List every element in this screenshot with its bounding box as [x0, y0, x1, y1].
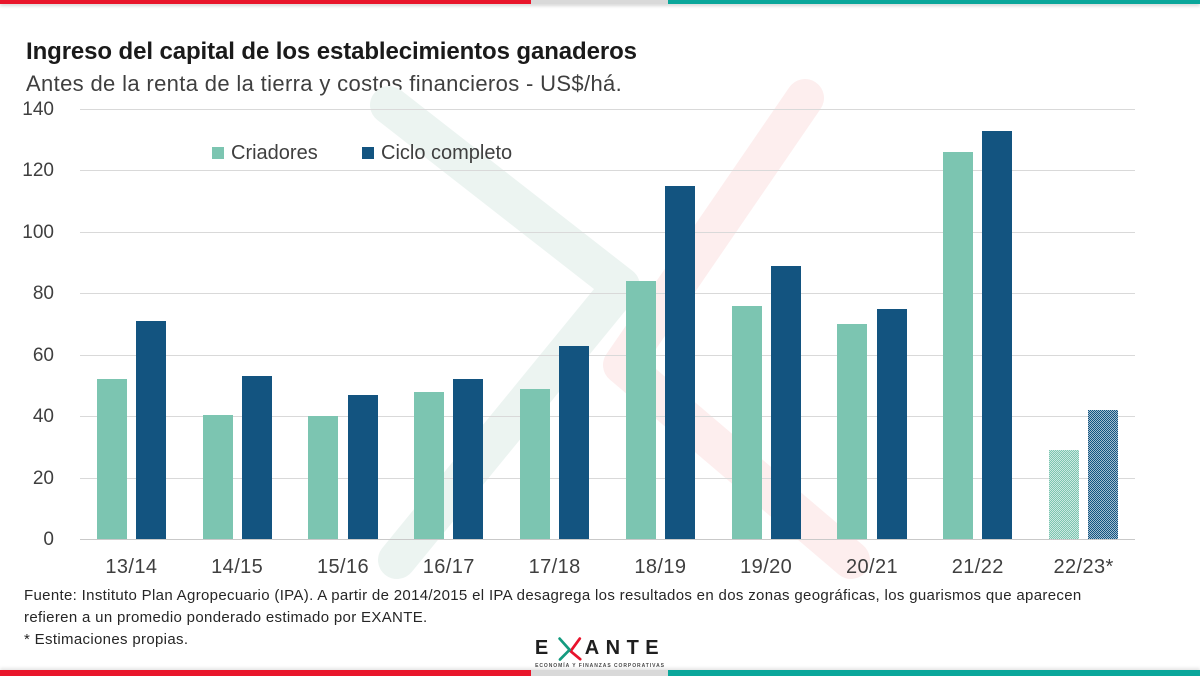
ciclo-completo-swatch-icon [362, 147, 374, 159]
source-note-line-2: refieren a un promedio ponderado estimad… [24, 609, 428, 626]
gridline-80 [80, 293, 1135, 294]
y-tick-label-80: 80 [32, 283, 54, 304]
legend-label-ciclo-completo: Ciclo completo [381, 141, 513, 164]
legend-item-criadores: Criadores [212, 141, 318, 165]
bar-ciclo-completo-19-20 [770, 265, 801, 539]
gridline-0 [80, 539, 1135, 540]
logo-tagline: ECONOMÍA Y FINANZAS CORPORATIVAS [535, 663, 665, 669]
bar-ciclo-completo-20-21 [876, 308, 907, 539]
bar-criadores-19-20 [731, 305, 762, 539]
y-tick-label-140: 140 [22, 99, 54, 120]
brand-bar-segment-teal [668, 670, 1200, 676]
x-tick-label-16-17: 16/17 [422, 556, 475, 578]
bar-criadores-14-15 [202, 414, 233, 539]
y-tick-label-120: 120 [22, 160, 54, 181]
x-tick-label-15-16: 15/16 [316, 556, 370, 578]
x-tick-label-18-19: 18/19 [634, 556, 687, 578]
bar-ciclo-completo-17-18 [559, 345, 590, 539]
x-tick-label-22-23: 22/23* [1053, 556, 1114, 578]
y-tick-label-40: 40 [32, 406, 54, 427]
bottom-brand-bar [0, 670, 1200, 676]
gridline-140 [80, 109, 1135, 110]
bar-ciclo-completo-16-17 [453, 379, 484, 539]
bar-ciclo-completo-22-23 [1088, 410, 1119, 539]
bar-ciclo-completo-21-22 [982, 130, 1013, 539]
gridline-40 [80, 416, 1135, 417]
bar-criadores-13-14 [96, 379, 127, 539]
brand-bar-segment-red [0, 0, 531, 4]
exante-logo-word: E ANTE [534, 636, 666, 661]
logo-x-green-stroke [557, 636, 571, 661]
bar-ciclo-completo-13-14 [136, 320, 166, 539]
source-note: Fuente: Instituto Plan Agropecuario (IPA… [24, 585, 1082, 651]
bar-criadores-20-21 [837, 324, 868, 539]
bar-criadores-15-16 [308, 416, 339, 539]
y-tick-label-0: 0 [43, 529, 54, 550]
bar-ciclo-completo-18-19 [665, 185, 695, 539]
y-tick-label-60: 60 [32, 345, 54, 366]
exante-x-icon [557, 636, 582, 661]
gridline-20 [80, 478, 1135, 479]
source-note-line-1: Fuente: Instituto Plan Agropecuario (IPA… [24, 587, 1082, 604]
chart-subtitle: Antes de la renta de la tierra y costos … [26, 71, 623, 96]
brand-bar-segment-gray [531, 670, 668, 676]
asterisk-note: * Estimaciones propias. [24, 631, 189, 648]
bar-criadores-16-17 [414, 391, 445, 539]
gridline-100 [80, 232, 1135, 233]
logo-x-red-stroke [568, 636, 582, 661]
x-tick-label-21-22: 21/22 [951, 556, 1004, 578]
bar-criadores-21-22 [943, 152, 974, 539]
gridline-120 [80, 170, 1135, 171]
x-tick-label-19-20: 19/20 [740, 556, 793, 578]
bar-ciclo-completo-14-15 [241, 376, 272, 539]
brand-bar-segment-gray [531, 0, 668, 4]
logo-letters-ante: ANTE [584, 637, 666, 659]
legend: Criadores Ciclo completo [0, 141, 1200, 165]
chart-title: Ingreso del capital de los establecimien… [26, 38, 637, 65]
gridline-60 [80, 355, 1135, 356]
bar-criadores-18-19 [625, 281, 656, 539]
criadores-swatch-icon [212, 147, 224, 159]
exante-logo: E ANTE ECONOMÍA Y FINANZAS CORPORATIVAS [0, 636, 1200, 669]
legend-item-ciclo-completo: Ciclo completo [362, 141, 512, 165]
x-tick-label-13-14: 13/14 [105, 556, 158, 578]
brand-bar-segment-teal [668, 0, 1200, 4]
x-tick-label-14-15: 14/15 [211, 556, 264, 578]
top-brand-bar [0, 0, 1200, 4]
logo-letter-e: E [534, 637, 555, 659]
x-tick-label-20-21: 20/21 [845, 556, 899, 578]
bar-criadores-17-18 [520, 388, 550, 539]
bar-ciclo-completo-15-16 [347, 394, 378, 539]
x-tick-label-17-18: 17/18 [528, 556, 581, 578]
y-tick-label-100: 100 [22, 222, 54, 243]
bar-criadores-22-23 [1049, 449, 1079, 539]
y-tick-label-20: 20 [32, 468, 54, 489]
brand-bar-segment-red [0, 670, 531, 676]
legend-label-criadores: Criadores [231, 141, 318, 164]
